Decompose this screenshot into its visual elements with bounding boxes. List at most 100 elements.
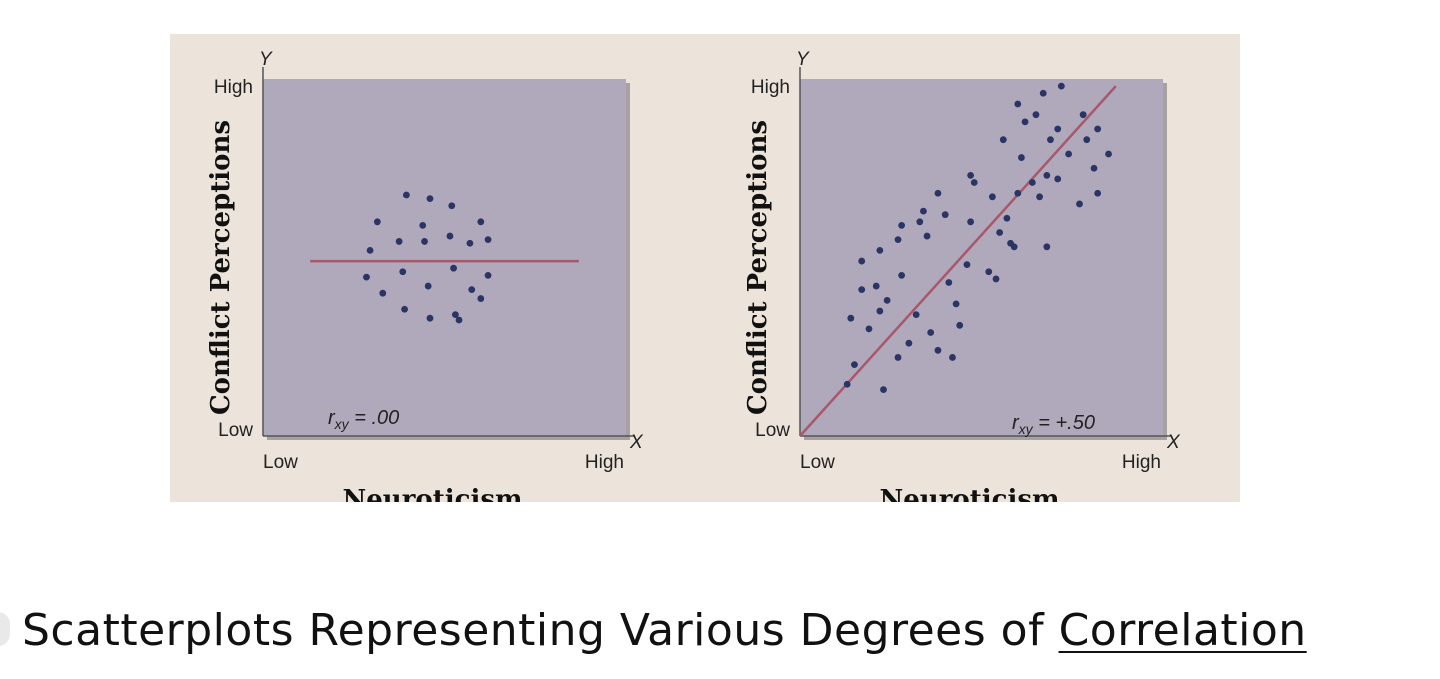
data-point (1090, 164, 1098, 172)
data-point (395, 238, 403, 245)
data-point (455, 316, 463, 324)
x-tick-label-low: Low (263, 452, 298, 473)
data-point (448, 202, 456, 210)
plot-area (263, 79, 626, 436)
data-point (1028, 179, 1036, 186)
data-point (1079, 111, 1087, 119)
data-point (952, 300, 960, 308)
data-point (880, 386, 887, 393)
regression-line (799, 85, 1117, 437)
data-point (402, 191, 410, 199)
data-point (419, 221, 427, 229)
data-point (999, 136, 1007, 144)
x-axis-letter: X (629, 432, 644, 453)
data-point (1003, 214, 1011, 222)
data-point (1021, 118, 1029, 126)
y-axis-title: Conflict Perceptions (743, 120, 773, 415)
data-point (934, 346, 942, 354)
data-point (851, 361, 858, 368)
data-point (843, 380, 851, 388)
data-point (1057, 82, 1065, 90)
correlation-annotation: rxy = .00 (328, 407, 399, 432)
data-point (894, 236, 902, 244)
data-point (1014, 189, 1022, 197)
data-point (1014, 100, 1022, 108)
data-point (421, 238, 428, 245)
data-point (373, 218, 381, 226)
data-point (898, 221, 906, 229)
data-point (424, 282, 432, 290)
slide-caption: Scatterplots Representing Various Degree… (22, 605, 1307, 656)
data-point (477, 295, 485, 302)
data-point (970, 179, 978, 186)
data-point (1094, 189, 1102, 197)
data-point (916, 218, 924, 226)
data-point (466, 239, 474, 247)
y-tick-label-low: Low (755, 420, 790, 441)
data-point (484, 271, 492, 279)
data-point (949, 354, 956, 361)
data-point (876, 246, 884, 254)
data-point (1083, 136, 1091, 144)
data-point (996, 229, 1004, 236)
data-point (1076, 200, 1083, 208)
data-point (426, 314, 434, 322)
data-point (992, 275, 1000, 283)
data-point (468, 286, 476, 294)
data-point (894, 354, 902, 361)
data-point (1039, 89, 1047, 97)
data-point (898, 271, 906, 279)
x-tick-label-high: High (585, 452, 624, 473)
data-point (858, 286, 866, 294)
edge-fragment (0, 612, 10, 646)
data-point (934, 189, 942, 197)
data-point (941, 211, 949, 219)
data-point (1065, 150, 1073, 158)
data-point (451, 311, 459, 319)
data-point (1036, 193, 1043, 201)
y-axis-letter: Y (259, 49, 273, 70)
figure-panel: Y X High Low Low High Neuroticism Conflict Perc… (170, 34, 1240, 502)
data-point (988, 193, 996, 201)
caption-underlined-text: Correlation (1058, 605, 1307, 656)
data-point (363, 273, 370, 281)
y-tick-label-high: High (214, 77, 253, 98)
data-point (1010, 243, 1018, 251)
data-point (366, 246, 374, 254)
data-point (1043, 243, 1051, 251)
x-tick-label-high: High (1122, 452, 1161, 473)
data-point (963, 261, 971, 269)
data-point (399, 268, 407, 276)
data-point (883, 296, 891, 304)
data-point (872, 282, 880, 290)
data-point (905, 339, 913, 347)
data-point (923, 232, 931, 240)
plot-area (800, 79, 1163, 436)
data-point (1054, 125, 1062, 133)
data-point (1054, 175, 1062, 183)
data-point (865, 325, 873, 333)
data-point (484, 236, 492, 244)
data-point (876, 307, 884, 315)
x-tick-label-low: Low (800, 452, 835, 473)
data-point (945, 279, 953, 286)
data-point (967, 171, 975, 179)
correlation-annotation: rxy = +.50 (1012, 412, 1095, 437)
data-point (379, 289, 387, 297)
y-axis-letter: Y (796, 49, 810, 70)
data-point (858, 257, 866, 265)
caption-text: Scatterplots Representing Various Degree… (22, 605, 1059, 656)
x-axis-letter: X (1166, 432, 1181, 453)
y-tick-label-low: Low (218, 420, 253, 441)
data-point (426, 195, 434, 202)
data-point (912, 311, 920, 319)
data-point (1105, 150, 1112, 158)
y-axis-title: Conflict Perceptions (206, 120, 236, 415)
data-point (446, 232, 454, 240)
x-axis-title: Neuroticism (343, 485, 523, 502)
data-point (1032, 111, 1040, 119)
data-point (847, 314, 855, 322)
data-point (927, 329, 935, 336)
